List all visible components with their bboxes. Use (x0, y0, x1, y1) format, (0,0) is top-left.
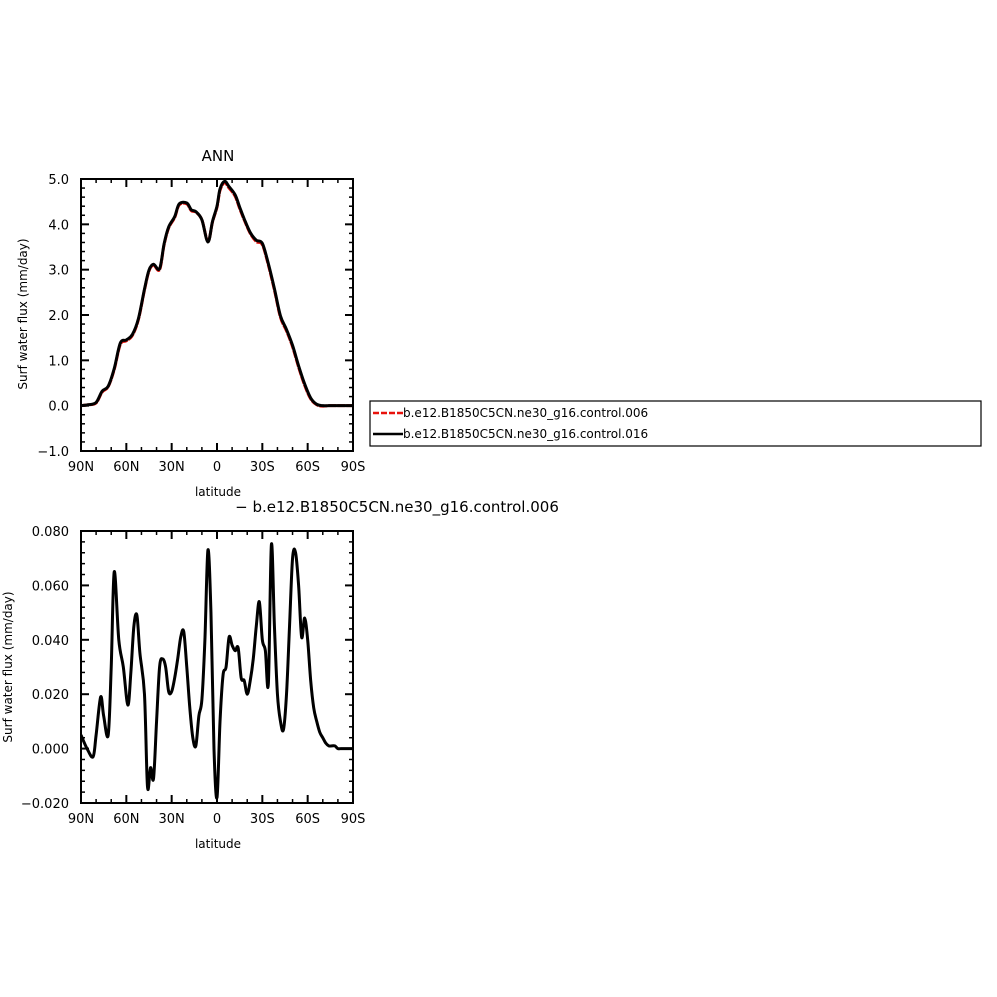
bottom-x-axis-label: latitude (195, 837, 241, 851)
top-y-tick-label: 1.0 (48, 354, 69, 369)
top-y-tick-label: 0.0 (48, 400, 69, 415)
top-y-tick-label: 3.0 (48, 264, 69, 279)
top-series-line-1 (81, 179, 353, 408)
bottom-x-tick-label: 60S (295, 812, 320, 827)
bottom-y-axis-label: Surf water flux (mm/day) (1, 591, 15, 742)
bottom-y-tick-label: 0.080 (32, 525, 69, 540)
top-frame (80, 178, 354, 452)
top-x-tick-label: 90N (68, 460, 94, 475)
bottom-title: − b.e12.B1850C5CN.ne30_g16.control.006 (235, 498, 559, 517)
bottom-x-tick-label: 30N (159, 812, 185, 827)
top-x-tick-label: 90S (341, 460, 366, 475)
legend-box (369, 400, 982, 447)
bottom-x-tick-label: 60N (113, 812, 139, 827)
bottom-y-tick-label: 0.040 (32, 634, 69, 649)
bottom-y-tick-label: 0.020 (32, 688, 69, 703)
legend: b.e12.B1850C5CN.ne30_g16.control.006 b.e… (369, 400, 982, 447)
top-x-tick-label: 0 (213, 460, 221, 475)
top-x-tick-label: 60N (113, 460, 139, 475)
top-plot-area: 90N 60N 30N 0 30S 60S 90S −1.0 0.0 1.0 2.0 3.0 4.0 5.… (37, 173, 365, 475)
top-x-axis-label: latitude (195, 485, 241, 499)
bottom-x-tick-label: 90N (68, 812, 94, 827)
bottom-series-line-0 (81, 542, 353, 800)
top-x-tick-label: 30N (159, 460, 185, 475)
top-y-tick-label: 4.0 (48, 218, 69, 233)
top-series-line-0 (81, 181, 353, 408)
top-x-tick-label: 60S (295, 460, 320, 475)
top-x-tick-label: 30S (250, 460, 275, 475)
bottom-y-tick-label: 0.000 (32, 743, 69, 758)
bottom-x-tick-label: 90S (341, 812, 366, 827)
bottom-plot-area: 90N 60N 30N 0 30S 60S 90S −0.020 0.000 0.020 0.040… (21, 525, 366, 827)
bottom-y-tick-label: 0.060 (32, 579, 69, 594)
bottom-y-tick-label: −0.020 (21, 797, 69, 812)
top-y-tick-label: 5.0 (48, 173, 69, 188)
top-y-tick-label: 2.0 (48, 309, 69, 324)
top-title: ANN (202, 147, 235, 165)
bottom-x-tick-label: 30S (250, 812, 275, 827)
top-y-tick-label: −1.0 (37, 445, 69, 460)
top-y-axis-label: Surf water flux (mm/day) (16, 238, 30, 389)
legend-label-006: b.e12.B1850C5CN.ne30_g16.control.006 (403, 406, 648, 420)
legend-label-016: b.e12.B1850C5CN.ne30_g16.control.016 (403, 427, 648, 441)
bottom-x-tick-label: 0 (213, 812, 221, 827)
